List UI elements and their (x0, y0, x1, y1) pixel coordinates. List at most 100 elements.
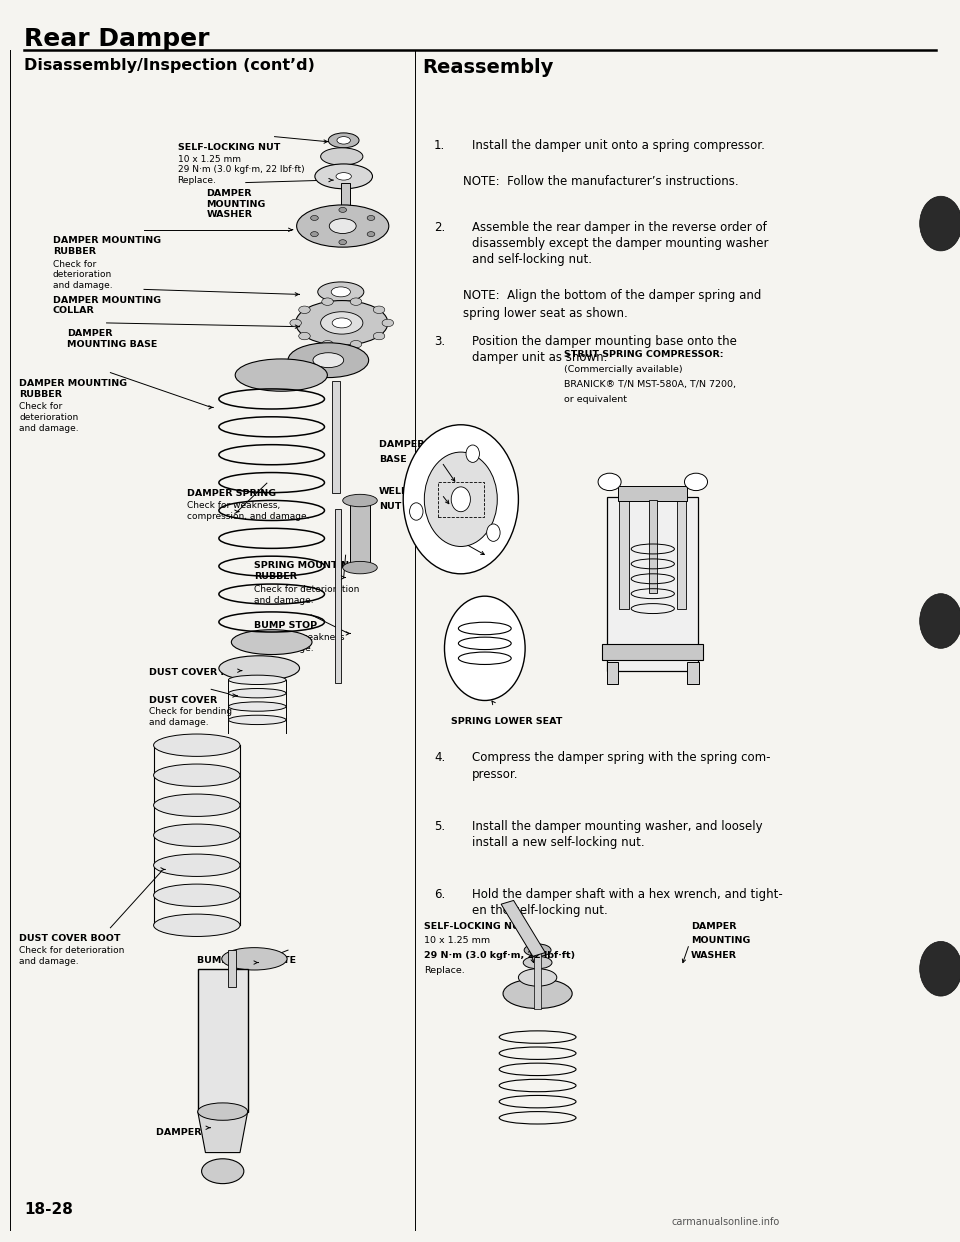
Circle shape (487, 524, 500, 542)
FancyBboxPatch shape (341, 183, 350, 205)
Ellipse shape (684, 473, 708, 491)
Circle shape (424, 452, 497, 546)
Text: Check for weakness,
compression, and damage.: Check for weakness, compression, and dam… (187, 502, 310, 520)
Text: MOUNTING: MOUNTING (691, 936, 751, 945)
Ellipse shape (343, 494, 377, 507)
Ellipse shape (154, 884, 240, 907)
Text: 29 N·m (3.0 kgf·m, 22 lbf·ft): 29 N·m (3.0 kgf·m, 22 lbf·ft) (424, 951, 575, 960)
Text: 2.: 2. (434, 221, 445, 233)
Text: 10 x 1.25 mm
29 N·m (3.0 kgf·m, 22 lbf·ft)
Replace.: 10 x 1.25 mm 29 N·m (3.0 kgf·m, 22 lbf·f… (178, 155, 304, 185)
Text: BRANICK® T/N MST-580A, T/N 7200,: BRANICK® T/N MST-580A, T/N 7200, (564, 380, 735, 389)
Ellipse shape (235, 359, 327, 391)
Ellipse shape (154, 734, 240, 756)
Text: pressor.: pressor. (472, 768, 518, 780)
Text: DAMPER SPRING: DAMPER SPRING (187, 489, 276, 498)
Ellipse shape (524, 944, 551, 956)
Text: NUT: NUT (379, 502, 401, 510)
Text: DUST COVER BOOT: DUST COVER BOOT (19, 934, 121, 943)
Text: SPRING MOUNTING
RUBBER: SPRING MOUNTING RUBBER (254, 561, 357, 581)
Ellipse shape (336, 173, 351, 180)
Text: 4.: 4. (434, 751, 445, 764)
Ellipse shape (322, 298, 333, 306)
Text: DUST COVER PLATE: DUST COVER PLATE (149, 668, 253, 677)
Text: (Commercially available): (Commercially available) (564, 365, 683, 374)
Text: Check for deterioration
and damage.: Check for deterioration and damage. (254, 585, 360, 605)
Text: disassembly except the damper mounting washer: disassembly except the damper mounting w… (472, 237, 769, 250)
Text: en the self-locking nut.: en the self-locking nut. (472, 904, 608, 917)
Circle shape (920, 196, 960, 251)
Ellipse shape (228, 715, 286, 724)
Text: Disassembly/Inspection (cont’d): Disassembly/Inspection (cont’d) (24, 58, 315, 73)
Text: WELDED: WELDED (379, 487, 424, 496)
Ellipse shape (367, 216, 374, 221)
Ellipse shape (202, 1159, 244, 1184)
Ellipse shape (328, 133, 359, 148)
FancyBboxPatch shape (603, 643, 703, 661)
Text: 5.: 5. (434, 820, 445, 832)
Text: Reassembly: Reassembly (422, 58, 554, 77)
Text: DAMPER: DAMPER (691, 922, 736, 930)
FancyBboxPatch shape (350, 499, 370, 569)
Text: STUD: STUD (442, 546, 470, 555)
FancyBboxPatch shape (198, 969, 248, 1113)
FancyBboxPatch shape (608, 497, 699, 671)
Text: Hold the damper shaft with a hex wrench, and tight-: Hold the damper shaft with a hex wrench,… (472, 888, 783, 900)
Ellipse shape (154, 794, 240, 816)
Text: DAMPER MOUNTING
RUBBER: DAMPER MOUNTING RUBBER (19, 379, 128, 399)
Ellipse shape (321, 312, 363, 334)
Ellipse shape (382, 319, 394, 327)
Circle shape (920, 594, 960, 648)
Text: Position the damper mounting base onto the: Position the damper mounting base onto t… (472, 335, 737, 348)
Ellipse shape (297, 205, 389, 247)
Text: Replace.: Replace. (424, 966, 465, 975)
Ellipse shape (288, 343, 369, 378)
Text: Assemble the rear damper in the reverse order of: Assemble the rear damper in the reverse … (472, 221, 767, 233)
Ellipse shape (154, 825, 240, 847)
Text: DUST COVER: DUST COVER (149, 696, 217, 704)
Ellipse shape (322, 340, 333, 348)
Ellipse shape (222, 948, 287, 970)
Text: SELF-LOCKING NUT: SELF-LOCKING NUT (178, 143, 280, 152)
FancyBboxPatch shape (607, 662, 618, 684)
Ellipse shape (228, 702, 286, 712)
FancyBboxPatch shape (677, 497, 686, 609)
Text: 3.: 3. (434, 335, 445, 348)
Ellipse shape (228, 688, 286, 698)
FancyBboxPatch shape (619, 497, 629, 609)
Text: 1.: 1. (434, 139, 445, 152)
Circle shape (466, 445, 479, 462)
FancyBboxPatch shape (332, 381, 340, 493)
Text: or equivalent: or equivalent (564, 395, 627, 404)
Text: Check for bending
and damage.: Check for bending and damage. (149, 708, 232, 727)
Text: Check for weakness
and damage.: Check for weakness and damage. (254, 633, 345, 652)
Text: Install the damper mounting washer, and loosely: Install the damper mounting washer, and … (472, 820, 763, 832)
Ellipse shape (598, 473, 621, 491)
Ellipse shape (523, 956, 552, 969)
Ellipse shape (339, 240, 347, 245)
Ellipse shape (219, 656, 300, 681)
Ellipse shape (332, 318, 351, 328)
FancyBboxPatch shape (687, 662, 699, 684)
Ellipse shape (339, 207, 347, 212)
Ellipse shape (313, 353, 344, 368)
Text: Check for deterioration
and damage.: Check for deterioration and damage. (19, 946, 125, 965)
Ellipse shape (154, 914, 240, 936)
Circle shape (451, 487, 470, 512)
Ellipse shape (296, 301, 388, 345)
Text: and self-locking nut.: and self-locking nut. (472, 253, 592, 266)
Text: DAMPER UNIT: DAMPER UNIT (156, 1128, 230, 1136)
Polygon shape (501, 900, 545, 956)
Text: BOLTS: BOLTS (442, 561, 474, 570)
Text: BUMP STOP PLATE: BUMP STOP PLATE (197, 956, 296, 965)
Ellipse shape (315, 164, 372, 189)
Text: NOTE:  Follow the manufacturer’s instructions.: NOTE: Follow the manufacturer’s instruct… (463, 175, 738, 188)
FancyBboxPatch shape (618, 486, 687, 501)
Text: Compress the damper spring with the spring com-: Compress the damper spring with the spri… (472, 751, 771, 764)
Ellipse shape (318, 282, 364, 302)
Text: DAMPER
MOUNTING BASE: DAMPER MOUNTING BASE (67, 329, 157, 349)
Text: NOTE:  Align the bottom of the damper spring and
spring lower seat as shown.: NOTE: Align the bottom of the damper spr… (463, 289, 761, 320)
Ellipse shape (290, 319, 301, 327)
Ellipse shape (337, 137, 350, 144)
Text: DAMPER MOUNTING
RUBBER: DAMPER MOUNTING RUBBER (53, 236, 161, 256)
Ellipse shape (343, 561, 377, 574)
